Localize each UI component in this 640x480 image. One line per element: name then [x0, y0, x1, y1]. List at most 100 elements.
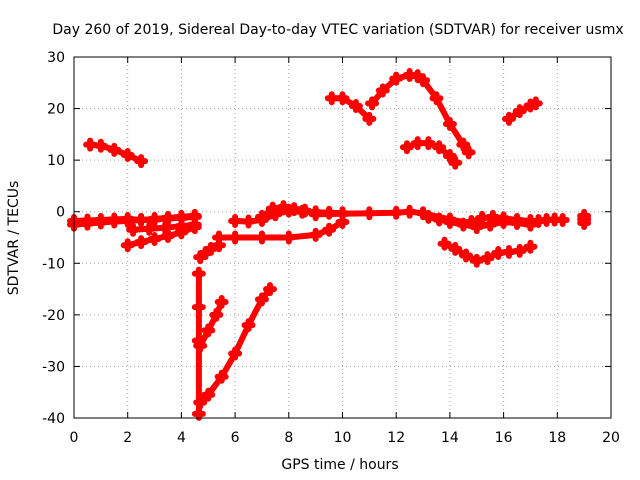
y-tick-label: 0: [56, 205, 65, 221]
data-point: [432, 140, 447, 155]
x-tick-label: 6: [231, 430, 240, 446]
data-point: [160, 228, 175, 243]
y-tick-label: 30: [47, 50, 65, 66]
data-point: [287, 202, 302, 217]
data-point: [158, 220, 173, 235]
ticks: 0 2 4 6 8 10 12 14 16 18 20 -40 -30 -20 -10 0 10 20 30: [42, 50, 620, 446]
x-tick-label: 16: [495, 430, 513, 446]
data-point: [134, 154, 149, 169]
data-point: [399, 140, 414, 155]
data-point: [421, 136, 436, 151]
y-axis-label: SDTVAR / TECUs: [6, 181, 22, 296]
data-point: [416, 73, 431, 88]
data-point: [126, 222, 141, 237]
data-point: [475, 210, 490, 225]
data-point: [496, 211, 511, 226]
data-point: [142, 221, 157, 236]
x-axis-label: GPS time / hours: [281, 457, 398, 473]
data-point: [491, 245, 506, 260]
data-point: [134, 235, 149, 250]
data-series-21: [577, 208, 592, 231]
data-point: [241, 214, 256, 229]
data-point: [461, 145, 476, 160]
x-tick-label: 8: [284, 430, 293, 446]
data-point: [335, 91, 350, 106]
data-point: [214, 294, 229, 309]
y-tick-label: -10: [42, 256, 65, 272]
data-point: [80, 213, 95, 228]
data-point: [134, 212, 149, 227]
data-point: [107, 212, 122, 227]
data-series-1: [67, 209, 202, 228]
data-point: [448, 155, 463, 170]
data-point: [281, 230, 296, 245]
x-tick-label: 18: [548, 430, 566, 446]
data-series-19: [501, 96, 543, 126]
data-point: [501, 111, 516, 126]
data-point: [276, 200, 291, 215]
series-group: [67, 68, 592, 421]
data-series-18: [437, 236, 538, 268]
data-point: [362, 206, 377, 221]
data-point: [254, 292, 269, 307]
data-point: [308, 207, 323, 222]
data-point: [211, 230, 226, 245]
x-tick-label: 14: [441, 430, 459, 446]
data-point: [201, 323, 216, 338]
data-point: [120, 238, 135, 253]
data-series-5: [193, 238, 226, 265]
data-point: [241, 318, 256, 333]
data-point: [442, 149, 457, 164]
data-series-11: [254, 200, 312, 224]
data-point: [254, 230, 269, 245]
data-point: [174, 219, 189, 234]
y-tick-label: -40: [42, 411, 65, 427]
x-tick-label: 12: [387, 430, 405, 446]
data-point: [389, 205, 404, 220]
data-point: [265, 201, 280, 216]
data-point: [429, 91, 444, 106]
data-point: [437, 236, 452, 251]
data-point: [335, 206, 350, 221]
y-tick-label: -30: [42, 359, 65, 375]
data-point: [203, 241, 218, 256]
x-tick-label: 20: [602, 430, 620, 446]
data-series-15: [399, 136, 463, 170]
data-point: [187, 217, 202, 232]
data-point: [191, 406, 206, 421]
data-series-13: [324, 91, 377, 126]
data-point: [93, 138, 108, 153]
data-point: [512, 243, 527, 258]
data-point: [528, 96, 543, 111]
data-point: [120, 211, 135, 226]
data-point: [410, 136, 425, 151]
data-series-4: [126, 217, 202, 237]
data-point: [191, 266, 206, 281]
data-point: [389, 71, 404, 86]
data-point: [191, 300, 206, 315]
data-point: [421, 209, 436, 224]
data-point: [93, 212, 108, 227]
data-point: [512, 104, 527, 119]
data-point: [577, 216, 592, 231]
x-tick-label: 4: [177, 430, 186, 446]
y-tick-label: -20: [42, 308, 65, 324]
data-point: [83, 137, 98, 152]
data-point: [402, 204, 417, 219]
data-point: [456, 137, 471, 152]
data-point: [501, 244, 516, 259]
data-point: [263, 282, 278, 297]
data-series-20: [531, 212, 570, 228]
data-point: [107, 142, 122, 157]
data-point: [442, 215, 457, 230]
data-point: [480, 251, 495, 266]
data-point: [160, 211, 175, 226]
y-tick-label: 20: [47, 102, 65, 118]
data-series-17: [464, 209, 538, 230]
data-point: [120, 147, 135, 162]
y-tick-label: 10: [47, 153, 65, 169]
data-point: [464, 215, 479, 230]
data-point: [228, 213, 243, 228]
chart-title: Day 260 of 2019, Sidereal Day-to-day VTE…: [52, 22, 623, 38]
